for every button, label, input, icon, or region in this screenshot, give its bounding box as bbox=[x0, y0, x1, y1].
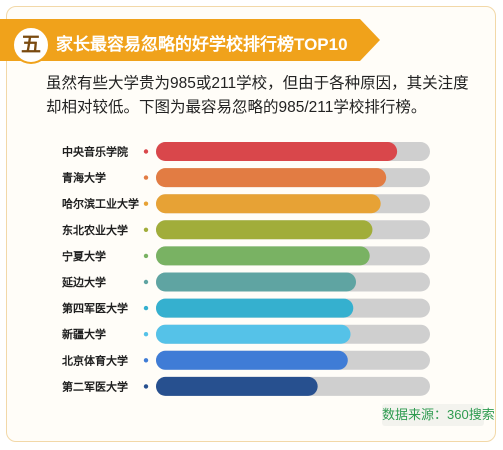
description-text: 虽然有些大学贵为985或211学校，但由于各种原因，其关注度却相对较低。下图为最… bbox=[46, 75, 469, 116]
category-dot bbox=[143, 384, 149, 389]
section-number-badge: 五 bbox=[12, 26, 50, 64]
data-bar bbox=[156, 324, 351, 344]
page-title: 家长最容易忽略的好学校排行榜TOP10 bbox=[56, 35, 348, 54]
data-bar bbox=[156, 376, 318, 396]
data-bar bbox=[156, 272, 357, 292]
category-label: 青海大学 bbox=[62, 171, 106, 185]
category-dot bbox=[143, 201, 149, 206]
category-dot bbox=[143, 175, 149, 180]
category-dot bbox=[143, 358, 149, 363]
category-dot bbox=[143, 279, 149, 285]
data-bar bbox=[156, 168, 387, 188]
category-dot bbox=[143, 332, 149, 337]
category-label: 东北农业大学 bbox=[62, 223, 128, 237]
data-source-label: 数据来源：360搜索 bbox=[382, 404, 495, 426]
category-dot bbox=[143, 253, 149, 259]
data-bar bbox=[156, 220, 373, 240]
category-label: 第四军医大学 bbox=[62, 301, 128, 315]
data-bar bbox=[156, 350, 348, 370]
data-bar bbox=[156, 194, 381, 214]
category-label: 北京体育大学 bbox=[62, 353, 128, 367]
category-dot bbox=[143, 305, 149, 311]
category-dot bbox=[143, 227, 149, 232]
category-label: 哈尔滨工业大学 bbox=[62, 197, 139, 211]
category-label: 延边大学 bbox=[61, 275, 106, 289]
title-banner bbox=[0, 19, 380, 61]
data-bar bbox=[156, 246, 370, 266]
data-bar bbox=[156, 298, 354, 318]
category-label: 宁夏大学 bbox=[62, 249, 106, 263]
data-bar bbox=[156, 142, 398, 161]
category-label: 中央音乐学院 bbox=[62, 145, 128, 159]
category-label: 新疆大学 bbox=[62, 327, 106, 341]
category-label: 第二军医大学 bbox=[62, 379, 128, 393]
category-dot bbox=[143, 149, 149, 154]
